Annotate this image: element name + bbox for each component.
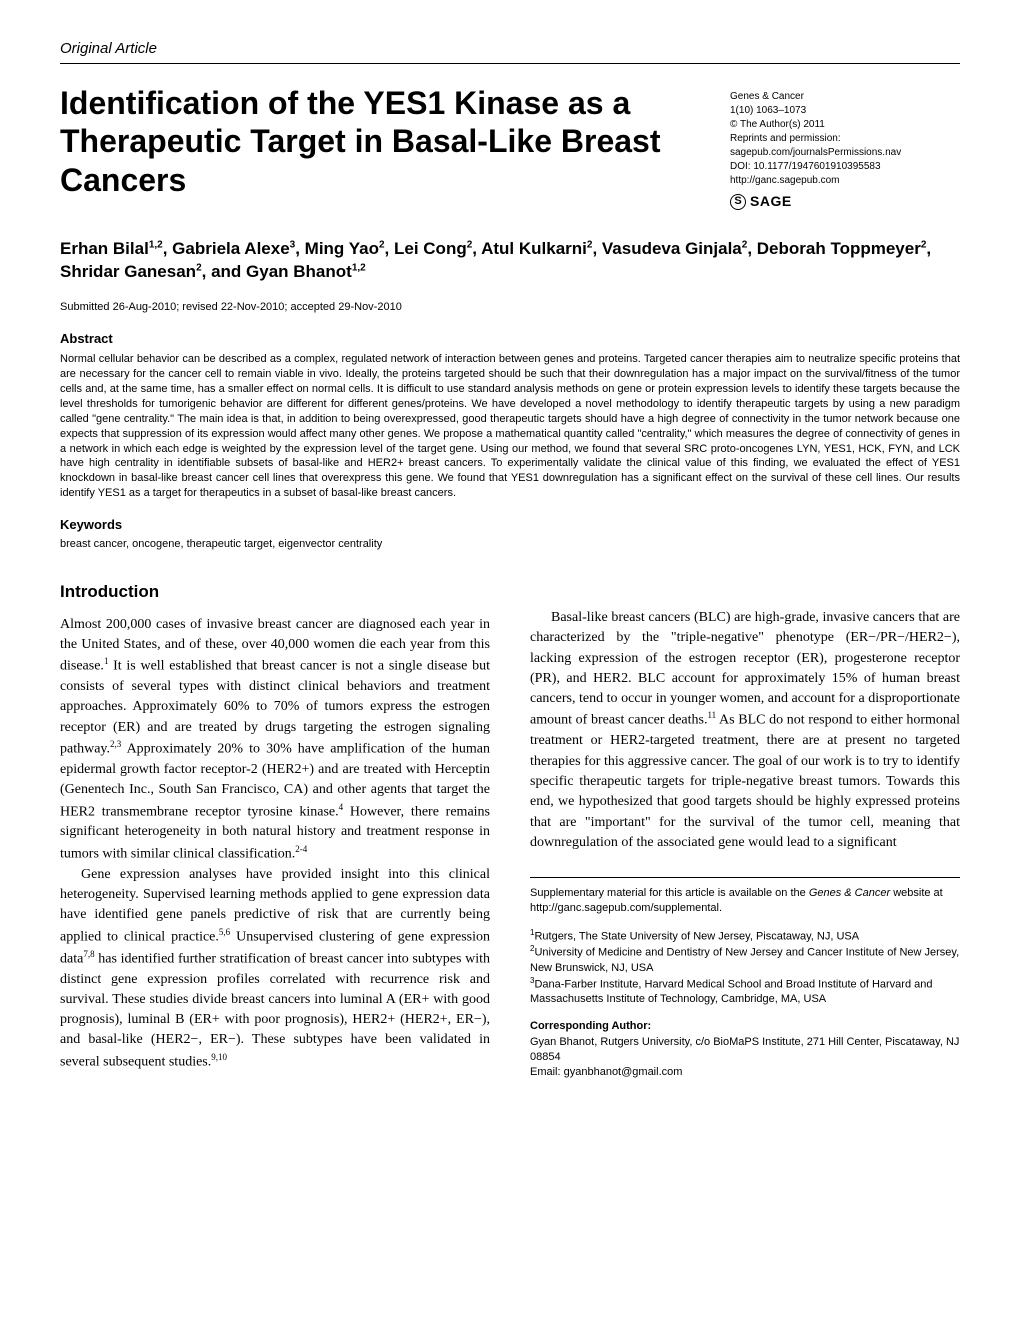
journal-meta: Genes & Cancer 1(10) 1063–1073 © The Aut… (730, 90, 960, 212)
journal-name: Genes & Cancer (730, 90, 960, 104)
publisher-name: SAGE (750, 192, 792, 212)
journal-copyright: © The Author(s) 2011 (730, 118, 960, 132)
top-rule (60, 63, 960, 64)
supplementary-note: Supplementary material for this article … (530, 877, 960, 916)
submission-dates: Submitted 26-Aug-2010; revised 22-Nov-20… (60, 301, 960, 313)
body-paragraph: Almost 200,000 cases of invasive breast … (60, 615, 490, 865)
affiliations: 1Rutgers, The State University of New Je… (530, 928, 960, 1007)
left-column: Introduction Almost 200,000 cases of inv… (60, 580, 490, 1080)
body-paragraph: Gene expression analyses have provided i… (60, 865, 490, 1073)
header-row: Identification of the YES1 Kinase as a T… (60, 84, 960, 212)
keywords-label: Keywords (60, 517, 960, 532)
article-title: Identification of the YES1 Kinase as a T… (60, 84, 700, 212)
article-type: Original Article (60, 40, 960, 57)
reprints-label: Reprints and permission: (730, 132, 960, 146)
corresponding-author-label: Corresponding Author: (530, 1019, 960, 1035)
abstract-label: Abstract (60, 331, 960, 346)
body-paragraph: Basal-like breast cancers (BLC) are high… (530, 608, 960, 853)
corresponding-author-text: Gyan Bhanot, Rutgers University, c/o Bio… (530, 1035, 960, 1080)
keywords-text: breast cancer, oncogene, therapeutic tar… (60, 538, 960, 550)
body-columns: Introduction Almost 200,000 cases of inv… (60, 580, 960, 1080)
publisher-logo: S SAGE (730, 192, 960, 212)
publisher-mark-icon: S (730, 194, 746, 210)
journal-issue: 1(10) 1063–1073 (730, 104, 960, 118)
abstract-text: Normal cellular behavior can be describe… (60, 352, 960, 500)
journal-doi: DOI: 10.1177/1947601910395583 (730, 160, 960, 174)
reprints-url: sagepub.com/journalsPermissions.nav (730, 146, 960, 160)
introduction-heading: Introduction (60, 580, 490, 605)
authors: Erhan Bilal1,2, Gabriela Alexe3, Ming Ya… (60, 238, 960, 284)
right-column: Basal-like breast cancers (BLC) are high… (530, 580, 960, 1080)
journal-site: http://ganc.sagepub.com (730, 174, 960, 188)
